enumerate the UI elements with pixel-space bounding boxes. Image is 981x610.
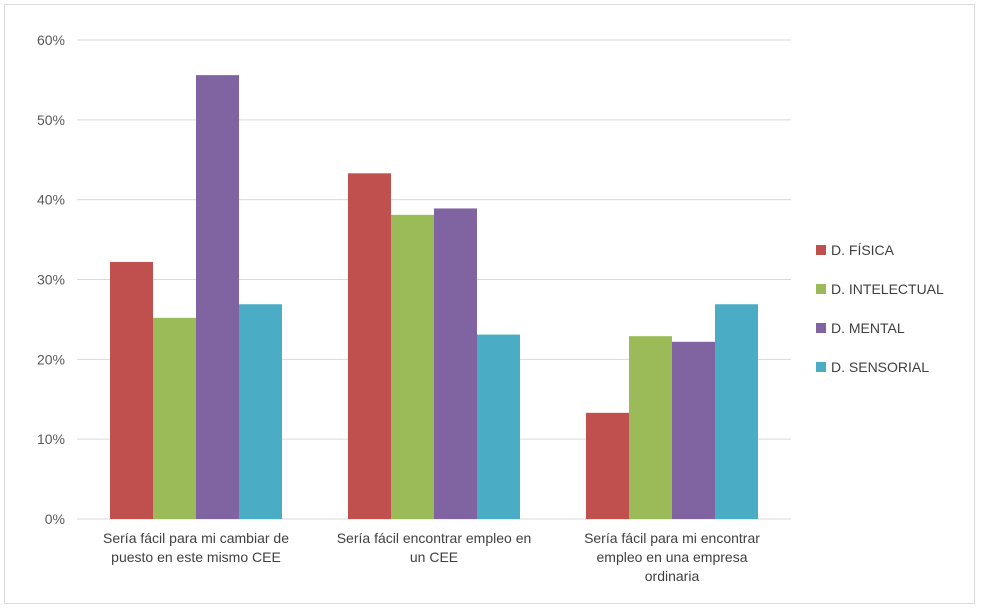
y-tick-label: 20% — [37, 351, 65, 367]
bar-d-sensorial — [477, 334, 520, 519]
legend-swatch — [816, 245, 826, 255]
x-category-label: Sería fácil para mi cambiar de — [103, 530, 289, 546]
x-category-label: puesto en este mismo CEE — [111, 549, 281, 565]
y-tick-label: 10% — [37, 431, 65, 447]
bar-d-mental — [672, 341, 715, 519]
y-tick-label: 30% — [37, 272, 65, 288]
bar-d-intelectual — [391, 214, 434, 519]
bar-d-sensorial — [715, 304, 758, 519]
bar-d-intelectual — [629, 336, 672, 519]
bar-d-f-sica — [586, 412, 629, 519]
bar-d-f-sica — [110, 261, 153, 519]
chart-svg: 0% 10% 20% 30% 40% 50% 60% Sería fácil para mi … — [37, 32, 944, 584]
bar-d-f-sica — [348, 173, 391, 520]
legend-label: D. FÍSICA — [831, 242, 895, 258]
legend-swatch — [816, 362, 826, 372]
bar-d-mental — [434, 208, 477, 519]
bar-d-sensorial — [239, 304, 282, 519]
legend-label: D. SENSORIAL — [831, 359, 929, 375]
chart-frame: 0% 10% 20% 30% 40% 50% 60% Sería fácil para mi … — [4, 4, 975, 604]
y-tick-label: 40% — [37, 192, 65, 208]
y-tick-label: 50% — [37, 112, 65, 128]
x-category-label: Sería fácil encontrar empleo en — [337, 530, 532, 546]
x-category-label: Sería fácil para mi encontrar — [584, 530, 760, 546]
x-category-label: ordinaria — [645, 568, 700, 584]
y-tick-label: 60% — [37, 32, 65, 48]
y-tick-label: 0% — [45, 511, 65, 527]
bar-d-mental — [196, 75, 239, 520]
x-category-label: empleo en una empresa — [597, 549, 748, 565]
legend-swatch — [816, 323, 826, 333]
legend-label: D. INTELECTUAL — [831, 281, 944, 297]
x-category-label: un CEE — [410, 549, 458, 565]
bar-d-intelectual — [153, 317, 196, 519]
legend-label: D. MENTAL — [831, 320, 905, 336]
legend-swatch — [816, 284, 826, 294]
